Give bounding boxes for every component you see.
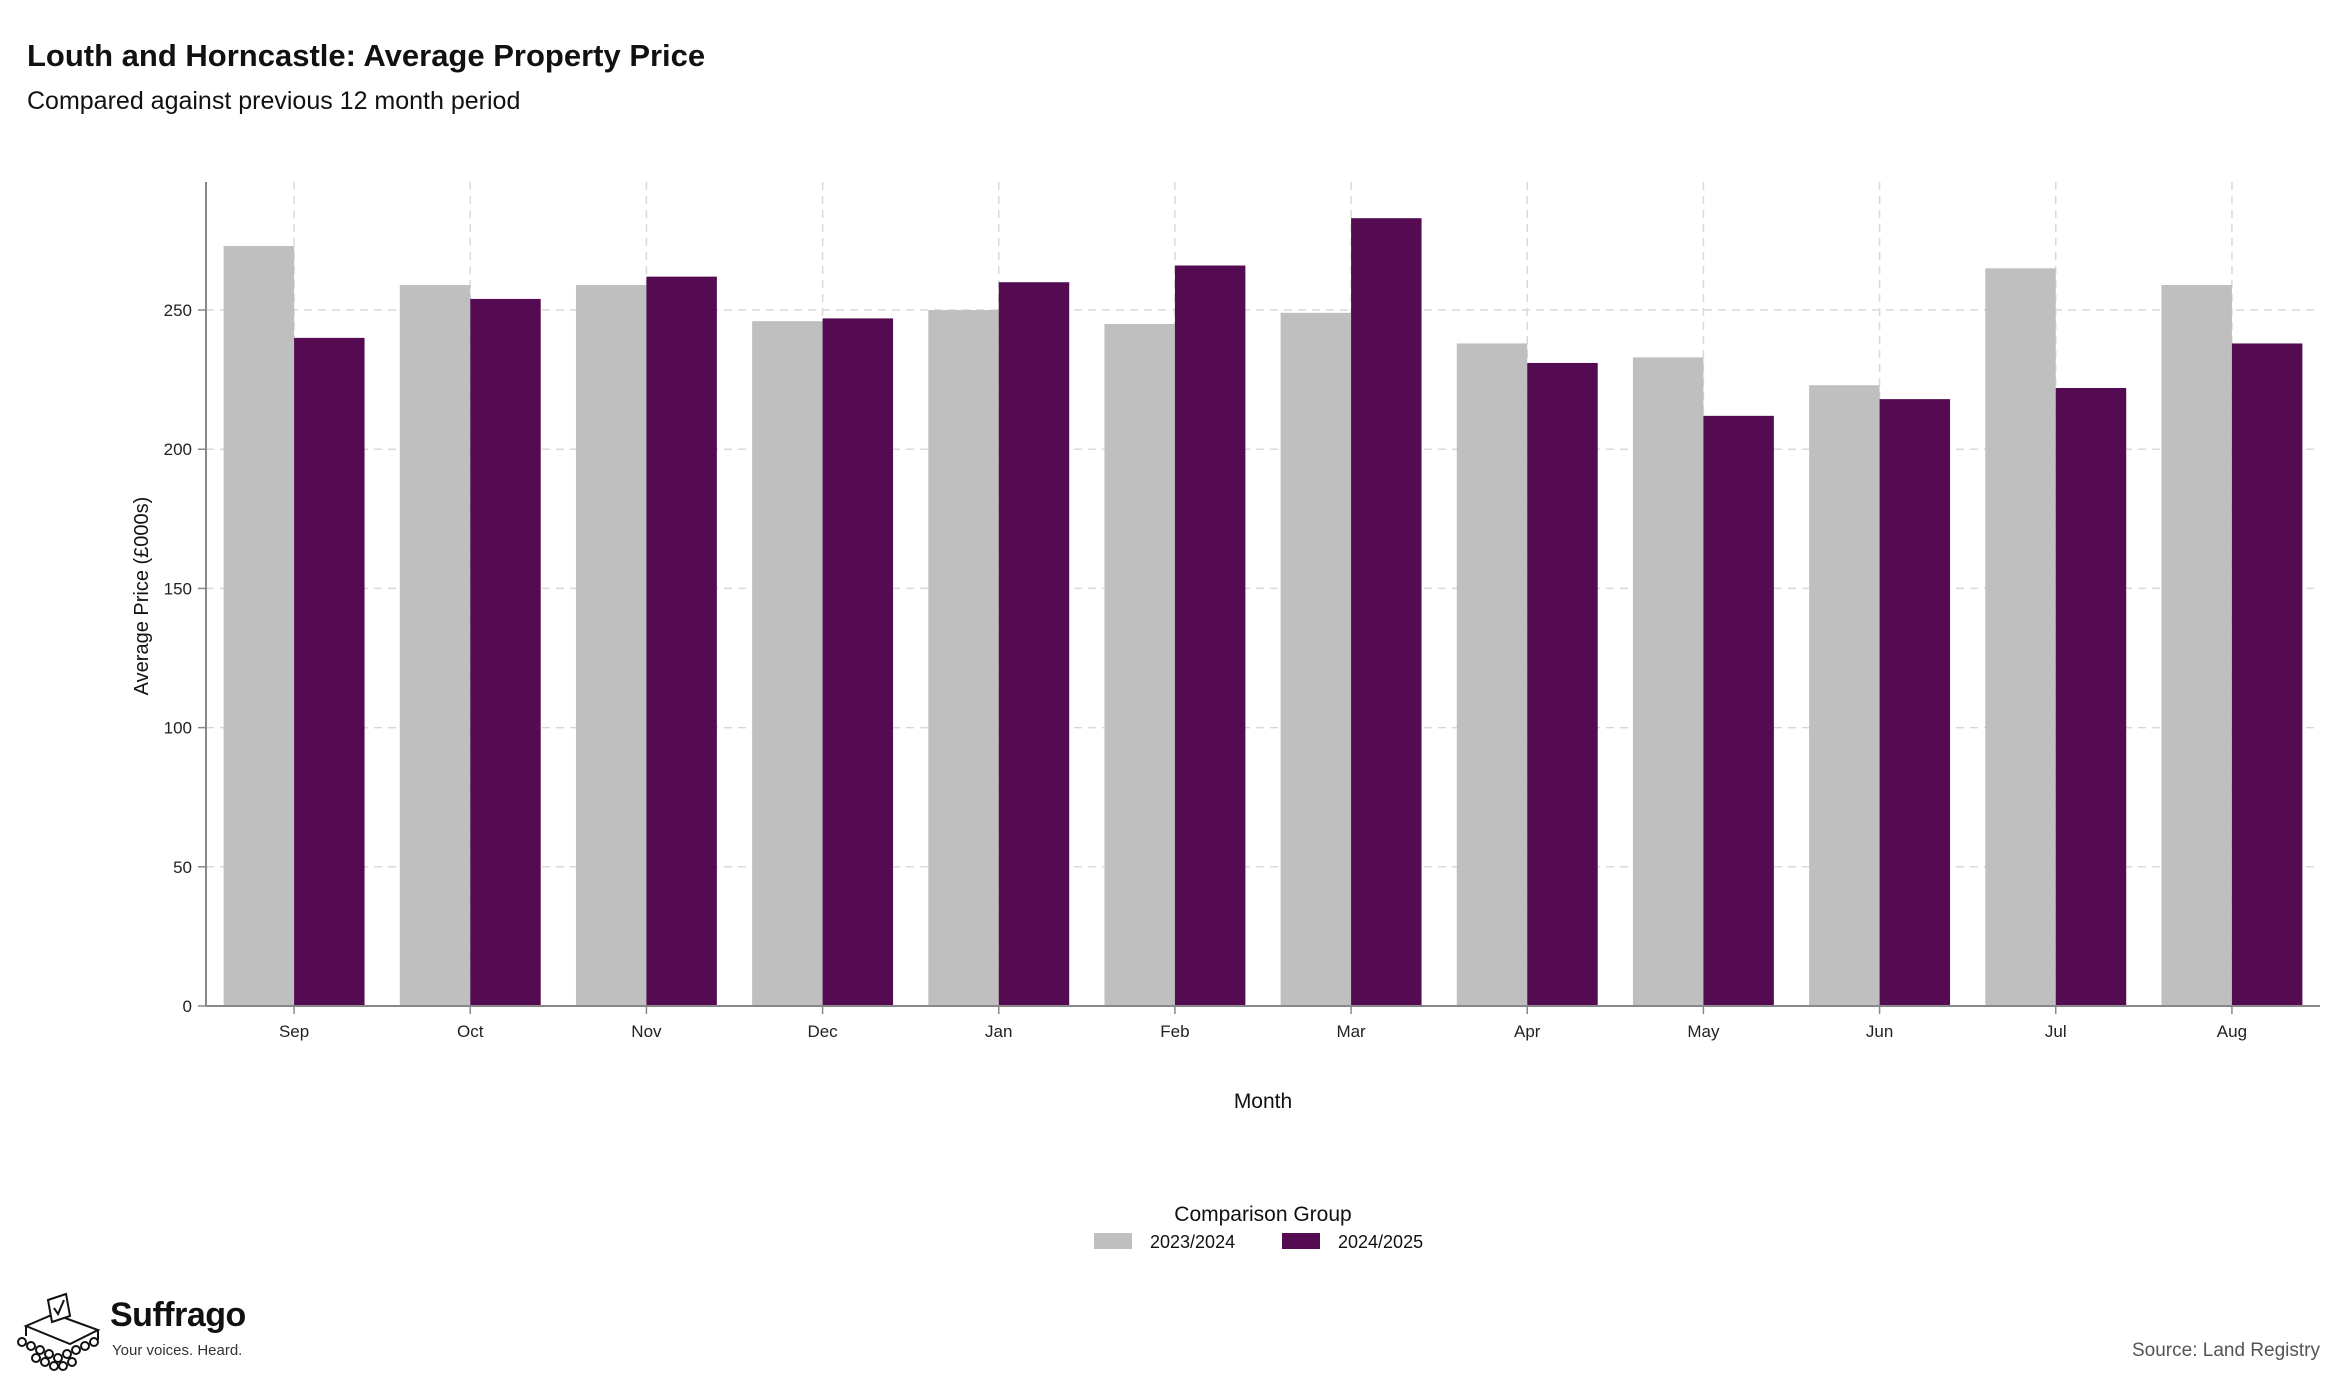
bar-2024-2025-jul <box>2055 388 2127 1006</box>
bar-2023-2024-nov <box>575 285 647 1006</box>
x-tick-label: Sep <box>279 1022 309 1041</box>
source-note: Source: Land Registry <box>2132 1340 2320 1361</box>
brand-name: Suffrago <box>110 1296 246 1334</box>
y-tick-label: 150 <box>164 579 192 598</box>
bar-2023-2024-jan <box>928 310 999 1006</box>
y-tick-label: 200 <box>164 440 192 459</box>
x-tick-label: Jul <box>2045 1022 2067 1041</box>
ballot-box-icon <box>17 1292 101 1371</box>
bar-2024-2025-apr <box>1527 362 1598 1007</box>
x-tick-label: Jan <box>985 1022 1012 1041</box>
chart-title: Louth and Horncastle: Average Property P… <box>27 38 706 73</box>
bar-2023-2024-sep <box>223 246 295 1006</box>
x-tick-label: May <box>1687 1022 1720 1041</box>
bars <box>223 218 2303 1007</box>
x-axis-title: Month <box>1234 1090 1292 1113</box>
bar-2024-2025-jan <box>998 282 1070 1007</box>
bar-2023-2024-feb <box>1104 323 1175 1006</box>
legend: 2023/2024 2024/2025 <box>1094 1232 1423 1252</box>
bar-2024-2025-feb <box>1174 265 1246 1006</box>
y-tick-label: 100 <box>164 719 192 738</box>
legend-swatch <box>1094 1233 1132 1249</box>
x-tick-label: Dec <box>807 1022 838 1041</box>
x-tick-label: Apr <box>1514 1022 1541 1041</box>
x-tick-label: Mar <box>1336 1022 1366 1041</box>
brand-tagline: Your voices. Heard. <box>112 1342 243 1359</box>
bar-2023-2024-apr <box>1456 343 1528 1006</box>
y-tick-label: 50 <box>173 858 192 877</box>
legend-label: 2024/2025 <box>1338 1232 1423 1252</box>
y-axis-title: Average Price (£000s) <box>131 497 153 696</box>
bar-2024-2025-jun <box>1879 399 1951 1006</box>
legend-swatch <box>1282 1233 1320 1249</box>
bar-2023-2024-jul <box>1985 268 2056 1006</box>
x-tick-label: Jun <box>1866 1022 1893 1041</box>
bar-2024-2025-mar <box>1351 218 1422 1006</box>
bar-2024-2025-aug <box>2231 343 2303 1006</box>
bar-2023-2024-oct <box>399 285 471 1006</box>
y-tick-label: 0 <box>183 997 192 1016</box>
tick-labels: 0 50 100 150 200 250 Sep Oct Nov Dec Jan Feb Mar Apr M… <box>164 301 2247 1041</box>
bar-2024-2025-nov <box>646 276 717 1006</box>
legend-label: 2023/2024 <box>1150 1232 1235 1252</box>
bar-2023-2024-mar <box>1280 312 1352 1006</box>
x-tick-label: Nov <box>631 1022 662 1041</box>
bar-2023-2024-aug <box>2161 285 2232 1006</box>
x-tick-label: Oct <box>457 1022 484 1041</box>
brand-logo: Suffrago Your voices. Heard. <box>14 1292 264 1372</box>
axes <box>198 182 2320 1014</box>
x-tick-label: Aug <box>2217 1022 2247 1041</box>
bar-2023-2024-dec <box>752 321 823 1006</box>
bar-2024-2025-dec <box>822 318 894 1006</box>
bar-2023-2024-jun <box>1809 385 1880 1007</box>
bar-2024-2025-sep <box>294 337 365 1006</box>
y-tick-label: 250 <box>164 301 192 320</box>
bar-2024-2025-oct <box>470 298 541 1006</box>
bar-2024-2025-may <box>1703 415 1774 1006</box>
bar-2023-2024-may <box>1632 357 1704 1006</box>
x-tick-label: Feb <box>1160 1022 1189 1041</box>
legend-title: Comparison Group <box>1174 1203 1351 1226</box>
chart-subtitle: Compared against previous 12 month perio… <box>27 87 521 115</box>
